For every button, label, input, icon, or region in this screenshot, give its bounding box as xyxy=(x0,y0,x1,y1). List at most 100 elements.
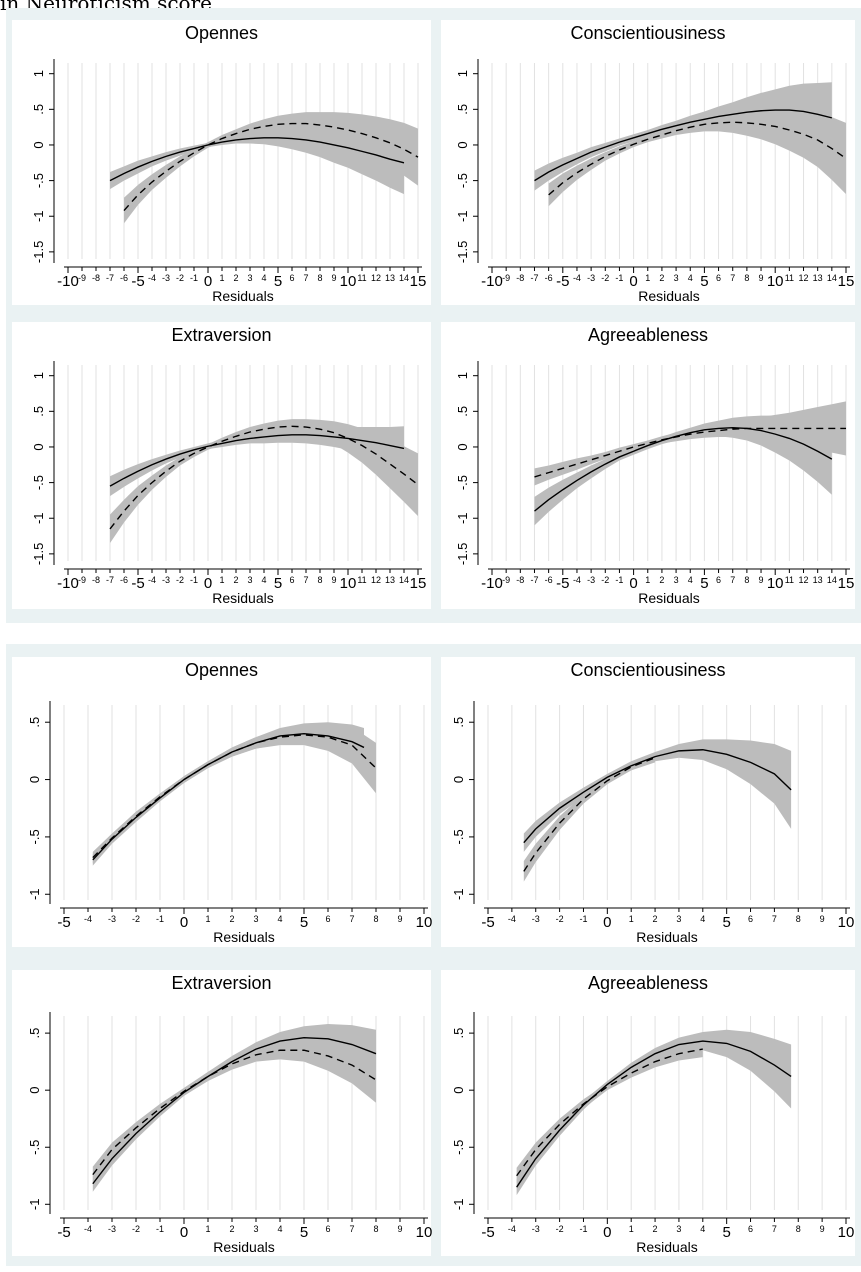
chart-title: Conscientiousiness xyxy=(570,660,725,680)
x-tick-label: 13 xyxy=(813,273,823,283)
chart-6: Conscientiousiness .5 0 -.5 -1 -5 -4 -3 -2 -1 0 1 2 3… xyxy=(441,657,855,947)
x-tick-label: 10 xyxy=(340,575,357,592)
x-tick-label: 4 xyxy=(277,1224,282,1234)
x-tick-label: -2 xyxy=(556,914,564,924)
y-tick-label: 1 xyxy=(31,372,46,379)
confidence-band xyxy=(110,426,404,497)
x-tick-label: 0 xyxy=(204,575,212,592)
x-tick-label: 15 xyxy=(410,273,427,290)
solid-fit-line xyxy=(109,434,405,487)
solid-fit-line xyxy=(92,732,365,861)
x-tick-label: -6 xyxy=(545,273,553,283)
x-tick-label: 11 xyxy=(357,575,366,585)
y-tick-label: -1 xyxy=(27,888,42,900)
x-tick-label: 8 xyxy=(796,1224,801,1234)
x-tick-label: -5 xyxy=(481,914,494,931)
x-tick-label: 7 xyxy=(349,1224,354,1234)
x-tick-label: 1 xyxy=(219,273,224,283)
x-tick-label: 7 xyxy=(772,1224,777,1234)
x-tick-label: 10 xyxy=(340,273,357,290)
solid-fit-line xyxy=(109,137,405,182)
y-tick-label: -.5 xyxy=(455,173,470,188)
x-axis-label: Residuals xyxy=(212,288,273,304)
y-tick-label: -1 xyxy=(451,888,466,900)
x-tick-label: -2 xyxy=(556,1224,564,1234)
x-tick-label: -5 xyxy=(57,914,70,931)
x-tick-label: 10 xyxy=(838,914,855,931)
x-axis-label: Residuals xyxy=(213,1239,274,1255)
y-tick-label: -1.5 xyxy=(455,241,470,263)
x-tick-label: 8 xyxy=(744,273,749,283)
x-tick-label: 0 xyxy=(603,1224,611,1241)
x-tick-label: -1 xyxy=(579,914,587,924)
x-tick-label: 8 xyxy=(796,914,801,924)
x-tick-label: -8 xyxy=(92,273,100,283)
x-tick-label: 1 xyxy=(645,575,650,585)
y-tick-label: 0 xyxy=(27,776,42,783)
x-tick-label: 1 xyxy=(629,914,634,924)
x-tick-label: -4 xyxy=(508,914,516,924)
confidence-band xyxy=(516,1029,792,1196)
x-tick-label: 4 xyxy=(688,575,693,585)
x-tick-label: -2 xyxy=(176,575,184,585)
y-tick-label: -.5 xyxy=(455,475,470,490)
y-tick-label: .5 xyxy=(31,406,46,417)
x-tick-label: -1 xyxy=(190,575,198,585)
chart-5: Opennes .5 0 -.5 -1 -5 -4 -3 -2 -1 0 1 2 3 4 5 6 7 8 9 10 Res… xyxy=(12,657,432,947)
x-tick-label: -1 xyxy=(156,1224,164,1234)
x-tick-label: -2 xyxy=(176,273,184,283)
x-tick-label: -8 xyxy=(516,273,524,283)
x-tick-label: 3 xyxy=(253,1224,258,1234)
y-tick-label: -1.5 xyxy=(31,241,46,263)
x-tick-label: 7 xyxy=(772,914,777,924)
y-tick-label: 0 xyxy=(31,141,46,148)
x-tick-label: 1 xyxy=(205,1224,210,1234)
y-tick-label: -1 xyxy=(451,1199,466,1211)
y-tick-label: -.5 xyxy=(451,829,466,844)
confidence-band xyxy=(523,753,656,882)
x-tick-label: 14 xyxy=(399,575,409,585)
x-tick-label: -2 xyxy=(132,1224,140,1234)
y-tick-label: 0 xyxy=(451,776,466,783)
x-tick-label: -8 xyxy=(92,575,100,585)
x-tick-label: 6 xyxy=(289,273,294,283)
y-tick-label: -.5 xyxy=(27,1140,42,1155)
x-tick-label: 11 xyxy=(785,273,794,283)
x-tick-label: 9 xyxy=(820,914,825,924)
x-tick-label: 6 xyxy=(716,273,721,283)
chart-title: Opennes xyxy=(185,23,258,43)
x-tick-label: -4 xyxy=(508,1224,516,1234)
x-tick-label: 2 xyxy=(229,1224,234,1234)
x-tick-label: 0 xyxy=(180,914,188,931)
x-tick-label: 8 xyxy=(373,914,378,924)
confidence-band xyxy=(523,739,792,852)
x-tick-label: -1 xyxy=(156,914,164,924)
dashed-fit-line xyxy=(548,121,847,196)
x-tick-label: 7 xyxy=(730,273,735,283)
y-tick-label: -1 xyxy=(31,210,46,222)
x-tick-label: 7 xyxy=(303,575,308,585)
x-tick-label: -3 xyxy=(162,273,170,283)
x-tick-label: 8 xyxy=(373,1224,378,1234)
x-tick-label: 11 xyxy=(357,273,366,283)
x-tick-label: -3 xyxy=(587,273,595,283)
x-tick-label: 1 xyxy=(629,1224,634,1234)
x-tick-label: 6 xyxy=(748,914,753,924)
y-tick-label: 0 xyxy=(27,1087,42,1094)
dashed-fit-line xyxy=(123,122,419,211)
x-tick-label: -6 xyxy=(120,575,128,585)
y-tick-label: -.5 xyxy=(31,173,46,188)
y-tick-label: -1.5 xyxy=(455,543,470,565)
x-tick-label: 0 xyxy=(603,914,611,931)
solid-fit-line xyxy=(516,1040,792,1188)
x-tick-label: 6 xyxy=(748,1224,753,1234)
chart-title: Extraversion xyxy=(171,973,271,993)
x-axis-label: Residuals xyxy=(638,288,699,304)
x-tick-label: -1 xyxy=(579,1224,587,1234)
x-tick-label: 4 xyxy=(688,273,693,283)
solid-fit-line xyxy=(523,749,792,844)
x-tick-label: 14 xyxy=(399,273,409,283)
